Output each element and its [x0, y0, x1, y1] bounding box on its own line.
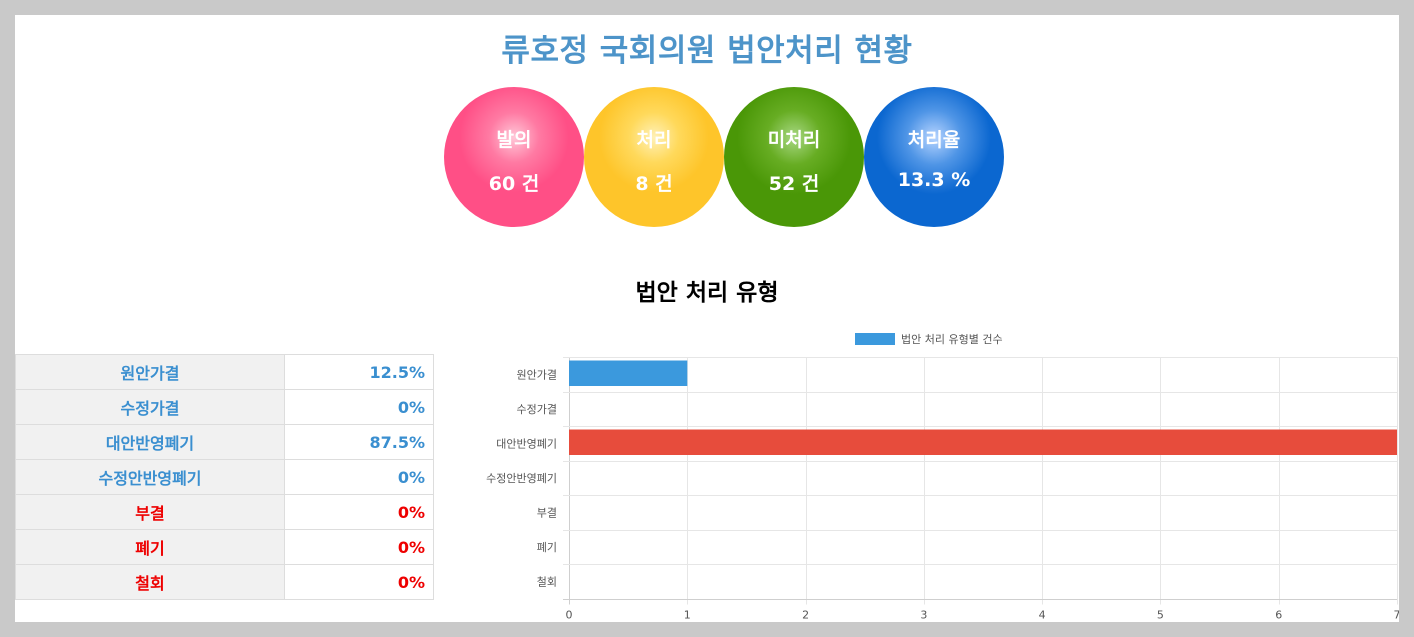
row-label: 수정가결 [15, 389, 285, 425]
y-tick-label: 수정가결 [517, 403, 557, 416]
stat-value: 13.3 % [897, 169, 971, 191]
processing-type-table: 원안가결 12.5% 수정가결 0% 대안반영폐기 87.5% 수정안반영폐기 … [15, 354, 434, 600]
row-label: 원안가결 [15, 354, 285, 390]
bar[interactable] [569, 429, 1397, 456]
chart-grid [563, 357, 1398, 605]
row-value: 87.5% [284, 424, 434, 460]
x-tick-label: 3 [920, 609, 927, 622]
row-value: 0% [284, 564, 434, 600]
row-label: 부결 [15, 494, 285, 530]
y-tick-label: 폐기 [537, 541, 557, 554]
x-tick-label: 5 [1157, 609, 1164, 622]
y-tick-label: 대안반영폐기 [496, 437, 557, 450]
table-row: 부결 0% [15, 494, 434, 530]
table-row: 수정가결 0% [15, 389, 434, 425]
table-row: 대안반영폐기 87.5% [15, 424, 434, 460]
x-tick-label: 0 [566, 609, 573, 622]
stat-value: 8 건 [635, 173, 673, 195]
stat-value: 60 건 [488, 173, 540, 195]
table-row: 원안가결 12.5% [15, 354, 434, 390]
row-value: 0% [284, 389, 434, 425]
row-value: 0% [284, 494, 434, 530]
bar-chart: 법안 처리 유형별 건수 원안가결수정가결대안반영폐기수정안반영폐기부결폐기철회… [486, 333, 1400, 622]
dashboard-panel: 류호정 국회의원 법안처리 현황 발의 60 건 처리 8 건 미처리 52 건… [15, 15, 1399, 622]
row-label: 폐기 [15, 529, 285, 565]
section-title: 법안 처리 유형 [635, 280, 779, 306]
x-tick-label: 2 [802, 609, 809, 622]
chart-bars [569, 360, 1397, 456]
stat-label: 미처리 [767, 129, 821, 151]
table-row: 수정안반영폐기 0% [15, 459, 434, 495]
x-axis-labels: 0 1 2 3 4 5 6 7 [566, 609, 1400, 622]
stat-label: 처리율 [907, 129, 961, 151]
legend-swatch [855, 333, 895, 345]
x-tick-label: 7 [1394, 609, 1400, 622]
y-tick-label: 부결 [537, 506, 557, 519]
x-tick-label: 1 [684, 609, 691, 622]
table-row: 철회 0% [15, 564, 434, 600]
y-tick-label: 원안가결 [517, 368, 557, 381]
stat-circle-unprocessed: 미처리 52 건 [724, 87, 864, 227]
x-tick-label: 4 [1039, 609, 1046, 622]
stat-label: 처리 [636, 129, 672, 151]
stat-circle-rate: 처리율 13.3 % [864, 87, 1004, 227]
stat-label: 발의 [496, 129, 532, 151]
y-tick-label: 철회 [537, 575, 557, 588]
row-value: 12.5% [284, 354, 434, 390]
row-value: 0% [284, 529, 434, 565]
stat-circle-processed: 처리 8 건 [584, 87, 724, 227]
row-label: 철회 [15, 564, 285, 600]
legend-label: 법안 처리 유형별 건수 [901, 333, 1003, 346]
table-row: 폐기 0% [15, 529, 434, 565]
y-tick-label: 수정안반영폐기 [486, 472, 557, 485]
bar[interactable] [569, 360, 688, 387]
row-label: 대안반영폐기 [15, 424, 285, 460]
x-tick-label: 6 [1275, 609, 1282, 622]
page-title: 류호정 국회의원 법안처리 현황 [501, 33, 913, 69]
chart-legend[interactable]: 법안 처리 유형별 건수 [855, 333, 1003, 346]
row-label: 수정안반영폐기 [15, 459, 285, 495]
stat-circle-proposed: 발의 60 건 [444, 87, 584, 227]
stat-value: 52 건 [768, 173, 820, 195]
row-value: 0% [284, 459, 434, 495]
